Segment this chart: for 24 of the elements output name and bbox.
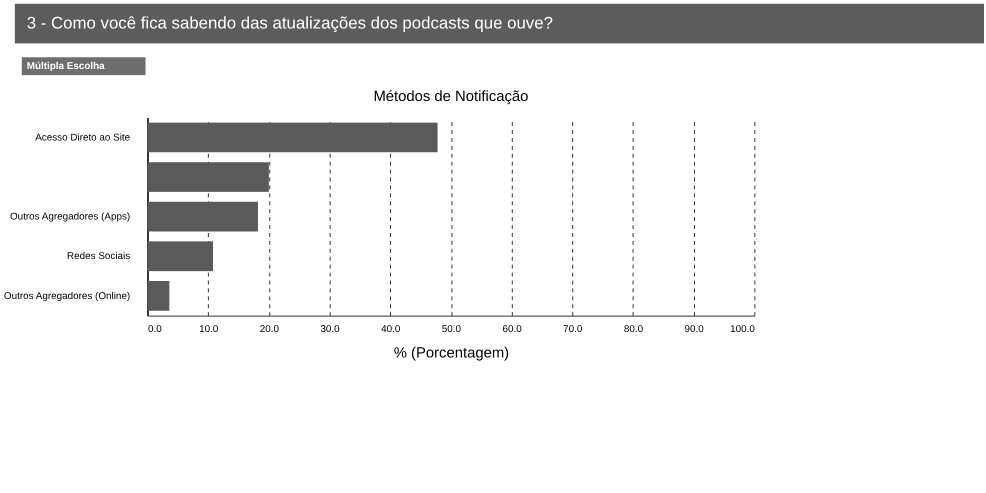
x-tick-label: 60.0	[502, 324, 522, 335]
x-tick-label: 40.0	[381, 324, 401, 335]
x-tick-label: 70.0	[563, 324, 583, 335]
x-tick-label: 80.0	[624, 324, 644, 335]
y-tick-label: Outros Agregadores (Online)	[4, 290, 130, 302]
chart-subtitle: Métodos de Notificação	[373, 88, 528, 105]
x-tick-label: 50.0	[442, 324, 462, 335]
y-tick-label: Outros Agregadores (Apps)	[10, 212, 130, 223]
bar	[148, 162, 269, 192]
y-tick-label: Redes Sociais	[67, 251, 130, 262]
bar	[148, 280, 170, 311]
bar	[148, 202, 258, 232]
x-axis-title: % (Porcentagem)	[394, 346, 510, 362]
x-tick-label: 100.0	[730, 324, 756, 335]
x-tick-label: 10.0	[199, 324, 219, 335]
x-tick-label: 0.0	[148, 324, 162, 335]
x-tick-label: 20.0	[260, 324, 280, 335]
x-tick-label: 30.0	[320, 324, 340, 335]
text: Múltipla Escolha	[26, 61, 106, 72]
x-tick-label: 90.0	[684, 324, 704, 335]
chart-title: 3 - Como você fica sabendo das atualizações dos podcasts que ouve?	[26, 14, 553, 33]
bar	[148, 122, 438, 152]
bar	[148, 241, 214, 272]
y-tick-label: Acesso Direto ao Site	[35, 132, 131, 144]
